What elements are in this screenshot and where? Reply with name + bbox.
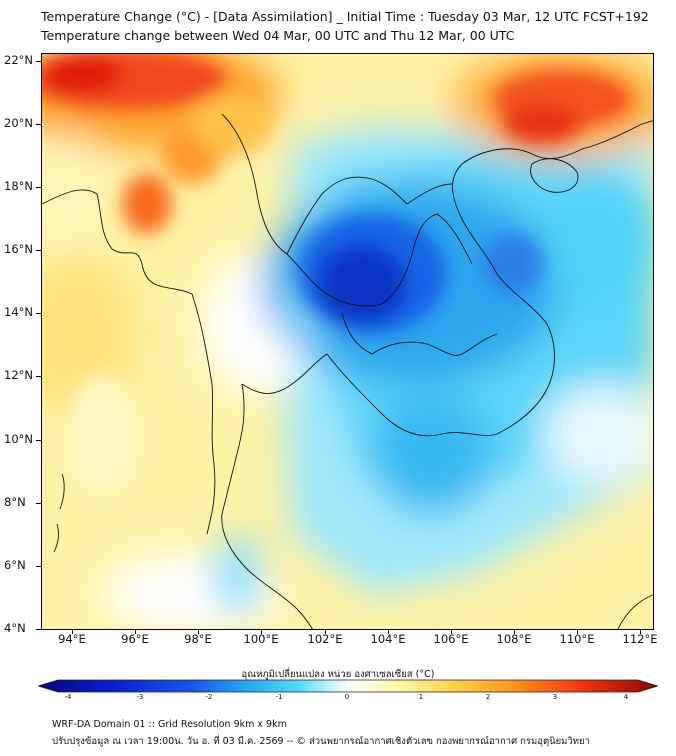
- lat-tick: [36, 376, 41, 377]
- colorbar-gradient: [38, 679, 658, 693]
- lat-label-10: 10°N: [4, 432, 33, 446]
- lon-label-110: 110°E: [559, 632, 595, 646]
- colorbar-tick-label: 2: [485, 693, 491, 701]
- colorbar-label: อุณหภูมิเปลี่ยนแปลง หน่วย องศาเซลเซียส (…: [241, 669, 435, 680]
- lon-tick: [514, 630, 515, 634]
- lat-label-18: 18°N: [4, 179, 33, 193]
- lon-tick: [325, 630, 326, 634]
- lon-tick: [451, 630, 452, 634]
- lon-label-100: 100°E: [243, 632, 279, 646]
- lon-tick: [198, 630, 199, 634]
- lon-tick: [261, 630, 262, 634]
- colorbar-tick-label: 3: [552, 693, 558, 701]
- chart-title: Temperature Change (°C) - [Data Assimila…: [41, 9, 649, 24]
- colorbar-tick-label: -4: [64, 693, 72, 701]
- lat-label-14: 14°N: [4, 305, 33, 319]
- lon-tick: [72, 630, 73, 634]
- lon-label-96: 96°E: [121, 632, 149, 646]
- map-panel: [41, 53, 654, 630]
- lat-label-20: 20°N: [4, 116, 33, 130]
- lat-label-8: 8°N: [4, 495, 26, 509]
- lat-label-22: 22°N: [4, 53, 33, 67]
- colorbar-tick-label: -1: [275, 693, 283, 701]
- coastline-borders: [42, 113, 653, 629]
- lat-label-6: 6°N: [4, 558, 26, 572]
- lat-tick: [36, 313, 41, 314]
- temperature-change-map: [42, 54, 653, 629]
- lat-tick: [36, 503, 41, 504]
- colorbar-tick-label: -2: [205, 693, 213, 701]
- lat-tick: [36, 566, 41, 567]
- lon-label-108: 108°E: [496, 632, 532, 646]
- lon-tick: [388, 630, 389, 634]
- lon-label-102: 102°E: [307, 632, 343, 646]
- lon-label-94: 94°E: [58, 632, 86, 646]
- lat-tick: [36, 629, 41, 630]
- lon-label-106: 106°E: [433, 632, 469, 646]
- lat-tick: [36, 187, 41, 188]
- lat-label-12: 12°N: [4, 368, 33, 382]
- footer-credit: ปรับปรุงข้อมูล ณ เวลา 19:00น. วัน อ. ที่…: [52, 736, 590, 747]
- lat-label-16: 16°N: [4, 242, 33, 256]
- lat-label-4: 4°N: [4, 621, 26, 635]
- lon-tick: [135, 630, 136, 634]
- colorbar-tick-label: 1: [418, 693, 424, 701]
- lat-tick: [36, 250, 41, 251]
- lon-tick: [640, 630, 641, 634]
- lat-tick: [36, 124, 41, 125]
- lon-tick: [577, 630, 578, 634]
- colorbar-tick-label: 4: [623, 693, 629, 701]
- lon-label-112: 112°E: [622, 632, 658, 646]
- lon-label-98: 98°E: [184, 632, 212, 646]
- lon-label-104: 104°E: [370, 632, 406, 646]
- lat-tick: [36, 440, 41, 441]
- colorbar-tick-label: -3: [136, 693, 144, 701]
- chart-subtitle: Temperature change between Wed 04 Mar, 0…: [41, 28, 515, 43]
- colorbar-tick-label: 0: [344, 693, 350, 701]
- lat-tick: [36, 61, 41, 62]
- footer-model-info: WRF-DA Domain 01 :: Grid Resolution 9km …: [52, 719, 287, 730]
- colorbar: [38, 679, 658, 693]
